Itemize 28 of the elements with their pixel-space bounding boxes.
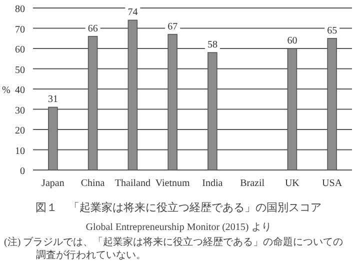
y-tick-label: 50: [15, 64, 25, 76]
x-tick-label: China: [80, 178, 106, 189]
x-tick-label: Thailand: [114, 178, 150, 189]
text: Global Entrepreneurship Monitor (2015) より: [86, 222, 272, 233]
text: (注) ブラジルでは、「起業家は将来に役立つ経歴である」の命題についての調査が行われていない。: [4, 236, 344, 262]
x-tick-label: Brazil: [240, 178, 265, 189]
text: 図１ 「起業家は将来に役立つ経歴である」の国別スコア: [36, 201, 322, 214]
data-label: 60: [287, 36, 298, 46]
y-tick-label: 70: [15, 24, 25, 36]
data-label: 65: [327, 25, 338, 36]
y-tick-label: 20: [15, 126, 25, 136]
y-tick-label: 80: [15, 4, 25, 15]
data-label: 74: [128, 7, 138, 18]
x-tick-label: UK: [284, 178, 300, 189]
x-tick-label: India: [202, 178, 224, 189]
y-tick-label: 30: [15, 105, 25, 116]
x-tick-label: Vietnum: [155, 178, 190, 189]
data-label: 66: [88, 23, 98, 34]
data-label: 31: [48, 94, 58, 106]
y-tick-label: 0: [20, 166, 25, 177]
y-tick-label: 10: [15, 146, 25, 157]
x-tick-label: Japan: [42, 178, 64, 189]
y-axis-title: %: [2, 85, 10, 96]
data-label: 58: [207, 40, 218, 51]
y-tick-label: 60: [15, 44, 25, 56]
y-tick-label: 40: [15, 85, 25, 96]
data-label: 67: [168, 21, 178, 32]
x-tick-label: USA: [322, 178, 343, 189]
